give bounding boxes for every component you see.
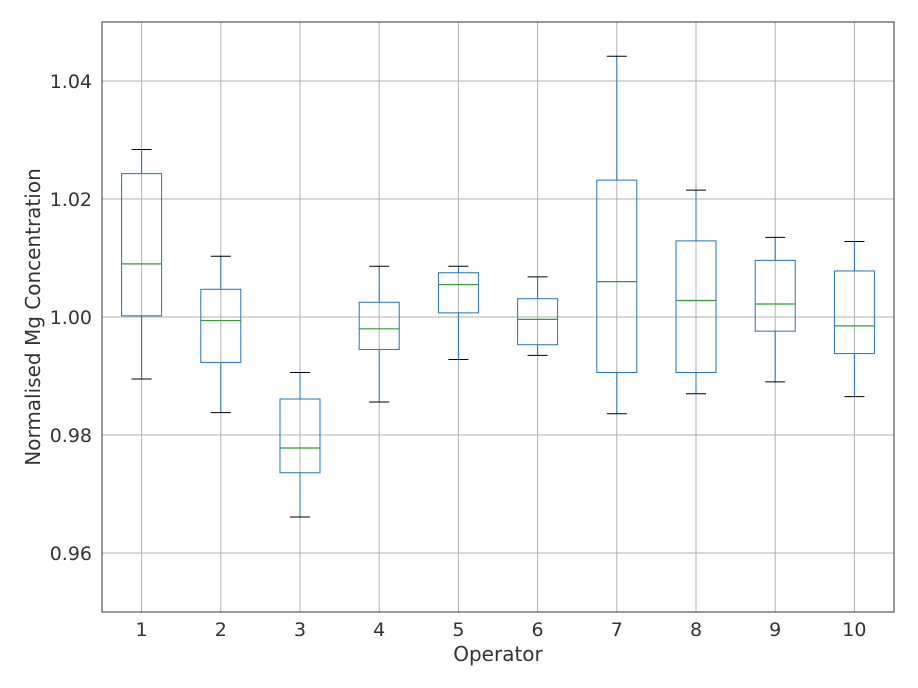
- box-iqr: [517, 298, 559, 346]
- x-tick-labels: 1 2 3 4 5 6 7 8 9 10: [136, 619, 867, 641]
- box-item: [833, 240, 875, 398]
- box-item: [596, 55, 638, 415]
- y-tick-label: 0.96: [50, 543, 92, 565]
- x-tick-label: 1: [136, 619, 148, 641]
- box-iqr: [675, 240, 717, 373]
- box-item: [754, 236, 796, 383]
- box-item: [121, 148, 163, 380]
- box-iqr: [358, 301, 400, 350]
- plot-frame: [101, 21, 895, 613]
- box-iqr: [279, 398, 321, 474]
- box-item: [675, 189, 717, 395]
- box-iqr: [754, 259, 796, 332]
- y-axis-label: Normalised Mg Concentration: [21, 168, 45, 466]
- box-item: [200, 255, 242, 414]
- x-tick-label: 3: [294, 619, 306, 641]
- box-iqr: [596, 179, 638, 373]
- y-tick-label: 1.04: [50, 71, 92, 93]
- y-tick-labels: 0.96 0.98 1.00 1.02 1.04: [50, 71, 92, 565]
- box-iqr: [121, 173, 163, 317]
- y-tick-label: 1.00: [50, 307, 92, 329]
- box-iqr: [437, 272, 479, 314]
- y-tick-label: 0.98: [50, 425, 92, 447]
- x-tick-label: 4: [373, 619, 385, 641]
- box-series: [121, 55, 875, 518]
- x-axis-label: Operator: [453, 642, 543, 666]
- box-iqr: [833, 270, 875, 355]
- x-tick-label: 2: [215, 619, 227, 641]
- box-item: [437, 265, 479, 360]
- x-tick-label: 8: [690, 619, 702, 641]
- x-tick-label: 5: [452, 619, 464, 641]
- x-tick-label: 10: [842, 619, 866, 641]
- box-item: [358, 265, 400, 403]
- box-iqr: [200, 288, 242, 363]
- box-item: [517, 276, 559, 356]
- grid-lines: [102, 22, 894, 612]
- x-tick-label: 6: [532, 619, 544, 641]
- y-tick-label: 1.02: [50, 189, 92, 211]
- box-item: [279, 371, 321, 518]
- x-tick-label: 9: [769, 619, 781, 641]
- x-tick-label: 7: [611, 619, 623, 641]
